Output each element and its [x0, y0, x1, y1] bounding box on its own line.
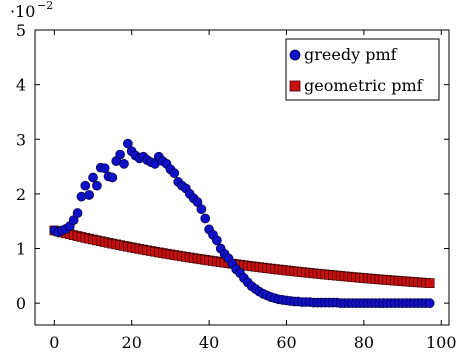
greedy-pmf-point: [115, 149, 125, 160]
greedy-pmf-point: [92, 180, 102, 191]
greedy-pmf-point: [123, 138, 133, 149]
x-tick-labels: 0 20 40 60 80 100: [49, 333, 456, 352]
legend: greedy pmf geometric pmf: [285, 38, 440, 101]
x-tick-label: 60: [276, 333, 296, 352]
greedy-pmf-point: [196, 204, 207, 215]
y-tick-label: 1: [16, 240, 26, 259]
legend-marker-greedy-pmf: [289, 49, 301, 61]
greedy-pmf-point: [80, 180, 91, 191]
axis-scale-base: ·10: [10, 2, 35, 21]
y-tick-label: 5: [16, 21, 26, 40]
legend-label-greedy-pmf: greedy pmf: [304, 45, 398, 64]
x-tick-label: 40: [199, 333, 219, 352]
y-tick-label: 4: [16, 76, 26, 95]
y-tick-labels: 0 1 2 3 4 5: [16, 21, 26, 313]
x-tick-label: 20: [122, 333, 142, 352]
greedy-pmf-point: [200, 213, 211, 224]
axis-scale-label: ·10 −2: [10, 0, 53, 21]
x-tick-label: 80: [354, 333, 374, 352]
series-layer: [49, 138, 435, 308]
axis-ticks: [35, 29, 449, 325]
geometric-pmf-point: [424, 278, 435, 288]
greedy-pmf-point: [169, 168, 180, 178]
y-tick-label: 2: [16, 185, 26, 204]
greedy-pmf-point: [107, 172, 118, 183]
y-tick-label: 3: [16, 130, 26, 149]
x-tick-label: 0: [49, 333, 59, 352]
greedy-pmf-point: [84, 190, 95, 200]
greedy-pmf-point: [99, 163, 110, 174]
greedy-pmf-point: [119, 158, 129, 169]
greedy-pmf-point: [88, 172, 98, 183]
axis-scale-exponent: −2: [37, 0, 53, 12]
legend-label-geometric-pmf: geometric pmf: [304, 76, 424, 95]
x-tick-label: 100: [426, 333, 456, 352]
greedy-pmf-point: [424, 298, 435, 308]
greedy-pmf-point: [212, 235, 222, 246]
plot-frame: [34, 29, 450, 326]
legend-marker-geometric-pmf: [289, 80, 301, 92]
y-tick-label: 0: [16, 294, 26, 313]
legend-box: [285, 38, 440, 101]
greedy-pmf-point: [72, 208, 83, 218]
